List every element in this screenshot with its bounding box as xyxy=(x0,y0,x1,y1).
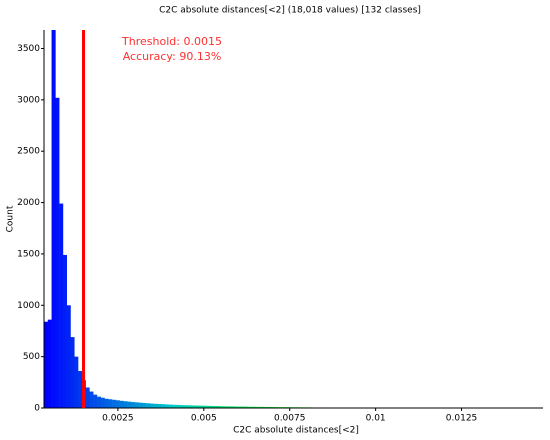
x-tick-label: 0.01 xyxy=(366,414,386,424)
bar xyxy=(112,399,117,408)
bar xyxy=(164,404,170,408)
bar xyxy=(66,305,71,408)
y-tick-label: 500 xyxy=(23,352,40,362)
annotation: Threshold: 0.0015 xyxy=(121,35,222,48)
bar xyxy=(55,97,60,408)
bar xyxy=(44,321,49,408)
bar xyxy=(255,406,260,408)
bar xyxy=(206,405,211,408)
bar xyxy=(251,406,256,408)
bar xyxy=(183,405,188,408)
bar xyxy=(244,406,249,408)
bar xyxy=(157,403,162,408)
bar xyxy=(108,399,113,408)
y-tick-label: 3000 xyxy=(17,95,40,105)
bar xyxy=(172,404,177,408)
bar xyxy=(229,406,234,408)
bar xyxy=(191,405,196,408)
bar xyxy=(267,406,272,408)
bar xyxy=(100,397,105,408)
bar xyxy=(214,406,219,408)
y-tick-label: 1500 xyxy=(17,249,40,259)
x-tick-label: 0.0075 xyxy=(274,414,306,424)
bar xyxy=(134,402,139,408)
bar xyxy=(138,402,143,408)
bar xyxy=(78,371,83,408)
chart-title: C2C absolute distances[<2] (18,018 value… xyxy=(159,6,421,16)
bar xyxy=(130,402,136,408)
bar xyxy=(93,394,98,408)
bar xyxy=(62,254,67,408)
bar xyxy=(149,403,154,408)
bar xyxy=(259,406,264,408)
bar xyxy=(198,405,204,408)
x-tick-label: 0.005 xyxy=(191,414,217,424)
bar xyxy=(233,406,238,408)
bar xyxy=(168,404,173,408)
y-axis-label: Count xyxy=(6,205,16,232)
bar xyxy=(51,30,56,408)
bar xyxy=(119,400,124,408)
bar xyxy=(70,337,75,408)
bar xyxy=(180,405,185,408)
bar xyxy=(153,403,158,408)
bar xyxy=(123,401,128,408)
x-tick-label: 0.0125 xyxy=(446,414,478,424)
bar xyxy=(104,398,109,408)
bar xyxy=(146,403,151,408)
bar xyxy=(89,391,94,408)
bar xyxy=(59,203,64,408)
bar xyxy=(176,404,181,408)
bar xyxy=(263,406,268,408)
bar xyxy=(127,401,132,408)
y-tick-label: 0 xyxy=(34,404,40,414)
bar xyxy=(225,406,230,408)
bar xyxy=(221,406,226,408)
bar xyxy=(85,387,90,408)
bar xyxy=(187,405,192,408)
bar xyxy=(210,405,215,408)
bar xyxy=(74,356,79,408)
bar xyxy=(217,406,222,408)
bar xyxy=(248,406,253,408)
bar xyxy=(195,405,200,408)
y-tick-label: 3500 xyxy=(17,44,40,54)
bar xyxy=(202,405,207,408)
y-tick-label: 1000 xyxy=(17,301,40,311)
bar xyxy=(96,396,102,408)
annotation: Accuracy: 90.13% xyxy=(123,50,222,63)
y-tick-label: 2500 xyxy=(17,147,40,157)
bar xyxy=(142,402,147,408)
x-axis-label: C2C absolute distances[<2] xyxy=(233,426,359,436)
bar xyxy=(240,406,245,408)
bar xyxy=(236,406,241,408)
bar xyxy=(115,400,120,408)
x-tick-label: 0.0025 xyxy=(102,414,134,424)
bar xyxy=(161,404,166,408)
bar xyxy=(47,319,52,408)
y-tick-label: 2000 xyxy=(17,198,40,208)
